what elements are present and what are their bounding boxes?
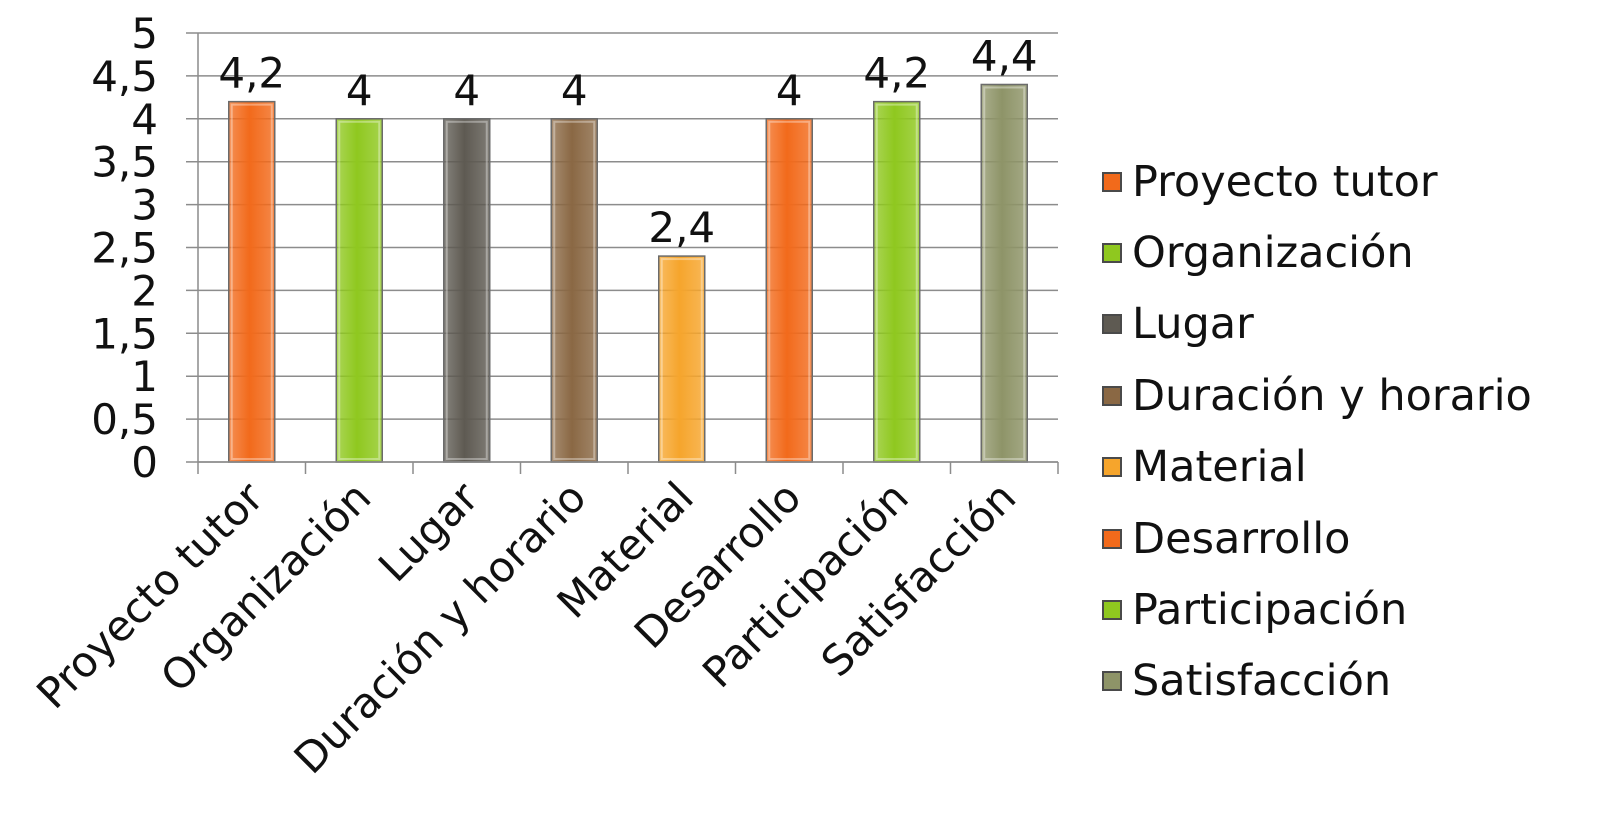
y-tick-label: 4: [131, 95, 158, 144]
bar-bevel: [230, 103, 273, 460]
legend-swatch: [1102, 385, 1122, 406]
bar-bevel: [660, 258, 703, 460]
legend-swatch: [1102, 171, 1122, 192]
legend-swatch: [1102, 600, 1122, 621]
grid-lines: [186, 32, 1058, 463]
legend-label: Duración y horario: [1132, 370, 1532, 421]
bar: [443, 118, 491, 463]
x-axis-tick-labels: Proyecto tutorOrganizaciónLugarDuración …: [27, 472, 1025, 783]
bar: [980, 83, 1028, 463]
y-tick-label: 5: [131, 9, 158, 58]
data-label: 4: [346, 66, 373, 115]
bar: [658, 255, 706, 463]
bar: [550, 118, 598, 463]
bar-bevel: [445, 120, 488, 461]
bar: [335, 118, 383, 463]
legend-item: Desarrollo: [1102, 503, 1532, 574]
legend-label: Proyecto tutor: [1132, 156, 1438, 207]
axes: [197, 33, 1059, 474]
legend-item: Lugar: [1102, 289, 1532, 360]
bar-bevel: [338, 120, 381, 461]
data-labels: 4,2 4 4 4 2,4 4 4,2 4,4: [218, 31, 1037, 252]
data-label: 4: [561, 66, 588, 115]
bar: [228, 100, 276, 463]
y-tick-label: 0,5: [91, 395, 158, 444]
legend-swatch: [1102, 314, 1122, 335]
y-tick-label: 1: [131, 352, 158, 401]
legend-item: Proyecto tutor: [1102, 146, 1532, 217]
legend-item: Organización: [1102, 217, 1532, 288]
legend-item: Material: [1102, 432, 1532, 503]
bar-bevel: [768, 120, 811, 461]
y-tick-label: 4,5: [91, 52, 158, 101]
y-tick-label: 2: [131, 266, 158, 315]
legend-label: Material: [1132, 442, 1307, 493]
data-label: 4: [776, 66, 803, 115]
bar: [873, 100, 921, 463]
legend-label: Satisfacción: [1132, 656, 1392, 707]
bar-series: [228, 83, 1028, 463]
legend-item: Participación: [1102, 574, 1532, 645]
legend-item: Satisfacción: [1102, 646, 1532, 717]
legend-swatch: [1102, 528, 1122, 549]
data-label: 4,2: [218, 49, 285, 98]
legend: Proyecto tutor Organización Lugar Duración …: [1102, 146, 1532, 717]
data-label: 4,2: [863, 49, 930, 98]
y-tick-label: 3,5: [91, 138, 158, 187]
y-tick-label: 0: [131, 438, 158, 487]
y-tick-label: 3: [131, 181, 158, 230]
bar: [765, 118, 813, 463]
legend-label: Desarrollo: [1132, 513, 1351, 564]
data-label: 4: [453, 66, 480, 115]
legend-swatch: [1102, 457, 1122, 478]
bar-bevel: [553, 120, 596, 461]
bar-bevel: [875, 103, 918, 460]
legend-label: Organización: [1132, 228, 1414, 279]
data-label: 4,4: [971, 31, 1038, 80]
legend-label: Participación: [1132, 585, 1408, 636]
legend-swatch: [1102, 671, 1122, 692]
y-axis-tick-labels: 00,511,522,533,544,55: [91, 9, 158, 487]
y-tick-label: 2,5: [91, 224, 158, 273]
y-tick-label: 1,5: [91, 309, 158, 358]
legend-item: Duración y horario: [1102, 360, 1532, 431]
legend-swatch: [1102, 243, 1122, 264]
data-label: 2,4: [648, 203, 715, 252]
legend-label: Lugar: [1132, 299, 1254, 350]
bar-bevel: [983, 86, 1026, 460]
